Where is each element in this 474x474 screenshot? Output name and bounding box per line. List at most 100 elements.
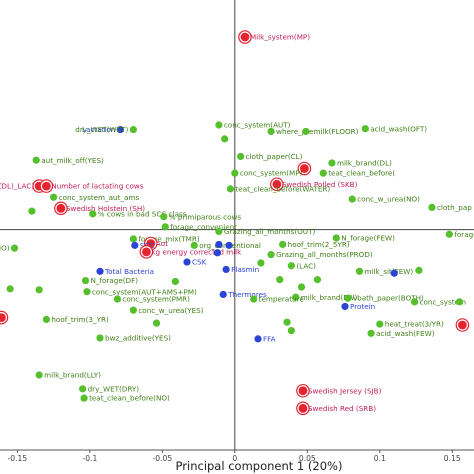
data-point-green bbox=[10, 244, 19, 252]
data-point-blue bbox=[390, 269, 398, 277]
x-axis: -0.15 -0.1 -0.05 0 0.05 0.1 0.15 bbox=[0, 449, 474, 463]
x-tick-label: -0.1 bbox=[82, 454, 97, 463]
data-label: hoof_trim(2_5YR) bbox=[288, 240, 350, 249]
data-point-green bbox=[367, 329, 375, 337]
data-label: conc_system(AUT+AMS+PM) bbox=[92, 287, 197, 296]
data-point-green bbox=[81, 276, 90, 285]
data-point-green bbox=[332, 234, 340, 242]
data-point-red bbox=[142, 247, 151, 257]
data-point-green bbox=[355, 267, 364, 275]
data-label: teat_clean_before(NO) bbox=[89, 394, 170, 403]
data-point-green bbox=[250, 295, 258, 303]
data-point-green bbox=[171, 277, 179, 286]
data-point-green bbox=[328, 159, 336, 167]
x-tick-label: 0.05 bbox=[299, 454, 316, 463]
data-point-blue bbox=[254, 335, 262, 343]
data-point-red bbox=[56, 203, 66, 213]
data-label: conc_system(PMR) bbox=[122, 295, 190, 304]
data-label: vbath_paper(BOTH) bbox=[353, 294, 424, 303]
data-label: hi_SCC_last(NO) bbox=[0, 244, 10, 253]
data-label: conc_system(AUT) bbox=[224, 121, 291, 130]
data-label: forage_convenient bbox=[170, 222, 237, 231]
data-label: Milk_system(MP) bbox=[250, 33, 310, 42]
x-tick-label: 0.1 bbox=[374, 454, 386, 463]
data-point-blue bbox=[225, 241, 233, 249]
data-label: Lactation bbox=[82, 125, 115, 134]
data-point-green bbox=[313, 276, 322, 284]
data-point-green bbox=[80, 394, 88, 402]
data-point-green bbox=[237, 152, 245, 161]
data-point-blue bbox=[215, 240, 223, 249]
data-point-green bbox=[215, 227, 223, 236]
data-label: Number of lactating cows bbox=[51, 182, 143, 191]
data-label: Aut bbox=[156, 239, 168, 248]
data-point-blue bbox=[116, 126, 124, 134]
data-point-green bbox=[113, 295, 122, 303]
x-tick-label: 0.15 bbox=[444, 454, 461, 463]
data-label: aut_milk_off(YES) bbox=[41, 156, 104, 165]
data-label: Swedish Jersey (SJB) bbox=[308, 386, 382, 395]
data-point-blue bbox=[219, 290, 227, 299]
data-label: CSK bbox=[192, 258, 207, 267]
data-point-green bbox=[361, 125, 369, 133]
data-point-red bbox=[272, 179, 282, 189]
data-point-green bbox=[50, 193, 58, 201]
data-label: dry_WET(WET) bbox=[75, 125, 128, 134]
data-label: teat_clean_before( bbox=[328, 169, 395, 178]
data-label: FFA bbox=[263, 334, 276, 343]
data-point-red bbox=[240, 32, 250, 42]
data-point-blue bbox=[183, 258, 191, 266]
data-point-green bbox=[129, 306, 137, 314]
data-point-green bbox=[257, 259, 265, 267]
data-label: where_premilk(FLOOR) bbox=[276, 127, 359, 136]
data-point-green bbox=[302, 127, 310, 136]
data-point-green bbox=[283, 318, 291, 326]
data-point-green bbox=[267, 127, 275, 136]
data-point-green bbox=[215, 121, 223, 129]
data-point-green bbox=[83, 288, 91, 296]
data-point-green bbox=[410, 298, 419, 306]
data-point-red bbox=[0, 313, 6, 322]
data-point-blue bbox=[222, 265, 230, 274]
data-point-green bbox=[221, 135, 229, 143]
data-point-green bbox=[226, 185, 235, 193]
data-point-green bbox=[129, 126, 137, 134]
data-label: forage_mix(TMR) bbox=[138, 234, 200, 243]
data-point-green bbox=[292, 293, 300, 301]
data-label: forage_syst bbox=[454, 230, 474, 239]
data-label: % cows in bad SCC class bbox=[98, 209, 187, 218]
data-label: milk_brand(LLY) bbox=[44, 371, 101, 380]
data-point-green bbox=[190, 241, 198, 249]
data-point-green bbox=[415, 266, 423, 274]
data-label: conc_w_urea(YES) bbox=[138, 306, 203, 315]
data-label: acid_wash(OFT) bbox=[370, 124, 427, 133]
data-point-blue bbox=[96, 267, 104, 275]
data-label: N_forage(DF) bbox=[91, 276, 139, 285]
data-point-green bbox=[161, 223, 169, 231]
data-point-green bbox=[376, 320, 384, 328]
data-point-green bbox=[28, 207, 36, 215]
data-label: heat_treat(3/YR) bbox=[385, 320, 444, 329]
data-point-green bbox=[344, 294, 352, 302]
data-label: acid_wash(FEW) bbox=[376, 329, 435, 338]
data-label: Grazing_all_months(OUT) bbox=[224, 227, 316, 236]
data-point-green bbox=[35, 371, 43, 379]
x-axis-title: Principal component 1 (20%) bbox=[176, 459, 343, 473]
x-tick-label: -0.15 bbox=[8, 454, 28, 463]
data-label: conc_system_aut_ams bbox=[59, 193, 140, 202]
data-point-green bbox=[231, 169, 239, 177]
data-point-green bbox=[279, 240, 287, 249]
data-label: cloth_paper(CL) bbox=[246, 152, 303, 161]
data-label: Thermores bbox=[227, 290, 267, 299]
data-label: teat_clean_before(WATER) bbox=[235, 184, 330, 193]
data-label: conc_system bbox=[420, 297, 466, 306]
data-label: % primiparous cows bbox=[169, 212, 242, 221]
data-label: Swedish Polled (SKB) bbox=[282, 180, 358, 189]
data-point-green bbox=[96, 334, 104, 342]
data-point-green bbox=[348, 195, 356, 203]
data-point-green bbox=[445, 230, 453, 238]
data-point-red bbox=[298, 386, 308, 396]
data-label: bwz_additive(YES) bbox=[105, 334, 171, 343]
data-point-green bbox=[319, 169, 327, 177]
data-label: Plasmin bbox=[231, 265, 259, 274]
